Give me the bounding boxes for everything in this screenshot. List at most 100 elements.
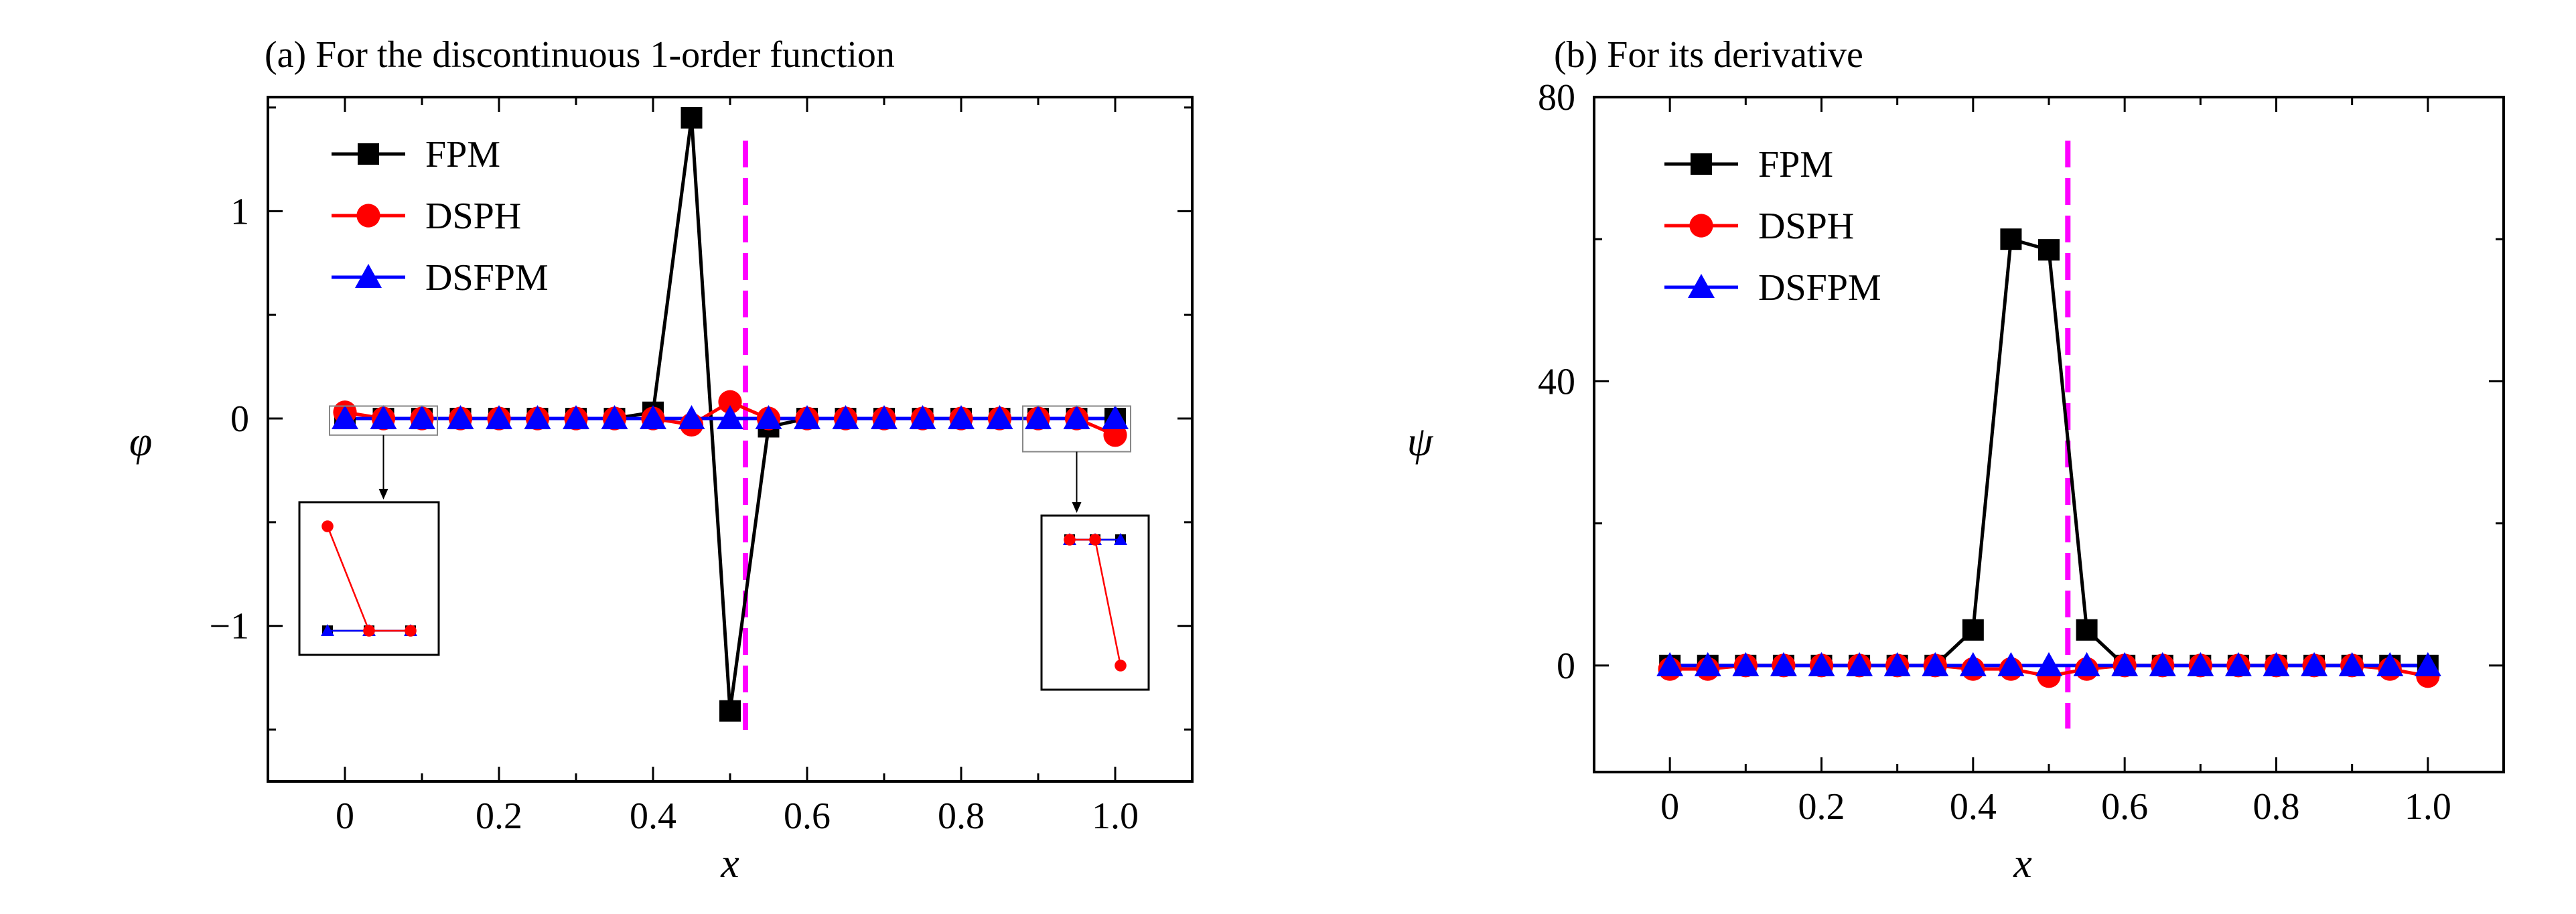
chart-a-point-dsfpm: [332, 405, 358, 430]
chart-a-legend-label-dsph: DSPH: [425, 196, 521, 237]
chart-a-inset-right-point-dsfpm: [1114, 533, 1127, 545]
chart-b-xtick-label: 0: [1660, 786, 1679, 828]
chart-b-ylabel: ψ: [1407, 419, 1434, 465]
chart-a-xtick-label: 0.8: [938, 795, 985, 837]
chart-b-point-fpm: [1962, 619, 1984, 641]
chart-b-point-dsfpm: [2376, 652, 2404, 676]
chart-a-point-dsph: [718, 390, 742, 414]
chart-a-insets: [298, 405, 1150, 691]
chart-b-point-dsfpm: [1694, 652, 1721, 676]
chart-panel-b: (b) For its derivative 0 0.2 0.4 0.6 0.8 1.00…: [1407, 34, 2505, 887]
chart-b-point-dsfpm: [2149, 652, 2176, 676]
chart-a-point-dsfpm: [909, 405, 936, 430]
chart-a-inset-arrowhead-left: [378, 489, 388, 500]
chart-b-point-dsfpm: [1732, 652, 1760, 676]
chart-a-point-dsfpm: [524, 405, 551, 430]
chart-b-legend-label-fpm: FPM: [1758, 144, 1833, 185]
chart-b-xtick-label: 0.8: [2253, 786, 2300, 828]
chart-b-point-dsfpm: [1656, 652, 1684, 676]
chart-a-xtick-label: 0.2: [476, 795, 522, 837]
chart-a-inset-right-point-dsph: [1115, 660, 1127, 672]
chart-a-point-fpm: [681, 106, 703, 129]
chart-b-legend: FPM DSPH DSFPM: [1664, 144, 1881, 309]
chart-a-xtick-label: 0: [336, 795, 354, 837]
chart-b-legend-label-dsfpm: DSFPM: [1758, 267, 1881, 309]
chart-b-legend-label-dsph: DSPH: [1758, 206, 1854, 247]
chart-b-point-dsfpm: [1997, 652, 2025, 676]
chart-b-xlabel: x: [2013, 841, 2032, 887]
chart-a-xtick-label: 0.4: [630, 795, 676, 837]
chart-a-point-dsfpm: [486, 405, 512, 430]
chart-b-point-dsfpm: [1883, 652, 1911, 676]
chart-a-point-dsfpm: [563, 405, 589, 430]
chart-b-point-dsfpm: [2111, 652, 2139, 676]
chart-a-inset-left-point-dsfpm: [321, 624, 334, 636]
chart-a-ytick-label: 0: [230, 398, 249, 440]
chart-a-xtick-label: 1.0: [1092, 795, 1139, 837]
chart-a-inset-left-point-dsph: [405, 625, 417, 637]
chart-a-legend-marker-dsph: [356, 204, 380, 228]
chart-a-point-dsfpm: [948, 405, 975, 430]
chart-b-point-dsfpm: [2035, 652, 2062, 676]
chart-b-ytick-label: 80: [1538, 77, 1575, 119]
chart-b-point-dsfpm: [1808, 652, 1835, 676]
chart-b-legend-marker-dsfpm: [1688, 274, 1715, 298]
chart-b-ytick-label: 0: [1557, 645, 1575, 687]
chart-a-point-fpm: [719, 700, 741, 722]
chart-b-point-dsfpm: [1922, 652, 1949, 676]
chart-b-title: (b) For its derivative: [1554, 34, 1863, 76]
chart-a-point-dsfpm: [370, 405, 397, 430]
chart-a-point-dsfpm: [447, 405, 474, 430]
chart-a-ticks: 0 0.2 0.4 0.6 0.8 1.0 −1 0 1: [209, 97, 1194, 837]
chart-b-xtick-label: 0.2: [1798, 786, 1845, 828]
chart-a-ytick-label: 1: [230, 191, 249, 232]
chart-b-ytick-label: 40: [1538, 361, 1575, 402]
chart-a-inset-right-point-dsph: [1064, 534, 1076, 546]
chart-a-point-dsfpm: [832, 405, 859, 430]
chart-a-point-dsfpm: [640, 405, 666, 430]
chart-a-ylabel: φ: [129, 419, 152, 465]
chart-a-inset-left-point-dsph: [363, 625, 375, 637]
chart-b-xtick-label: 1.0: [2405, 786, 2451, 828]
chart-b-ticks: 0 0.2 0.4 0.6 0.8 1.0 0 40 80: [1538, 77, 2505, 828]
chart-panel-a: (a) For the discontinuous 1-order functi…: [129, 34, 1194, 887]
chart-a-point-dsfpm: [1102, 405, 1129, 430]
chart-b-point-dsfpm: [1959, 652, 1987, 676]
chart-a-xtick-label: 0.6: [784, 795, 831, 837]
chart-b-point-dsfpm: [1846, 652, 1873, 676]
chart-a-point-dsfpm: [1025, 405, 1052, 430]
chart-b-point-dsfpm: [2414, 652, 2441, 676]
chart-b-point-dsfpm: [2224, 652, 2252, 676]
chart-b-point-dsfpm: [2301, 652, 2328, 676]
chart-b-xtick-label: 0.4: [1950, 786, 1997, 828]
chart-b-legend-marker-dsph: [1689, 214, 1713, 238]
chart-b-xtick-label: 0.6: [2101, 786, 2148, 828]
chart-b-point-fpm: [2000, 228, 2022, 250]
chart-a-point-dsfpm: [409, 405, 435, 430]
chart-b-point-dsfpm: [1770, 652, 1797, 676]
chart-b-point-fpm: [2076, 619, 2098, 641]
chart-a-point-dsfpm: [678, 405, 705, 430]
chart-a-title: (a) For the discontinuous 1-order functi…: [265, 34, 895, 76]
chart-a-inset-source-right: [1022, 405, 1131, 453]
chart-a-point-dsfpm: [755, 405, 782, 430]
chart-b-legend-marker-fpm: [1691, 153, 1712, 175]
chart-a-xlabel: x: [720, 841, 739, 887]
chart-b-point-dsfpm: [2338, 652, 2366, 676]
chart-a-inset-box-right: [1040, 514, 1150, 691]
chart-a-legend-marker-fpm: [358, 143, 379, 165]
chart-a-point-dsfpm: [717, 405, 743, 430]
chart-a-legend-label-dsfpm: DSFPM: [425, 257, 549, 299]
chart-b-point-dsfpm: [2187, 652, 2214, 676]
chart-a-legend: FPM DSPH DSFPM: [332, 134, 549, 299]
chart-a-point-dsfpm: [986, 405, 1013, 430]
chart-a-inset-right-point-dsph: [1089, 534, 1101, 546]
chart-b-point-fpm: [2038, 239, 2060, 261]
chart-a-legend-label-fpm: FPM: [425, 134, 500, 175]
chart-b-series: [1656, 228, 2441, 688]
chart-a-inset-arrowhead-right: [1072, 502, 1082, 513]
chart-b-point-dsfpm: [2073, 652, 2100, 676]
chart-a-point-dsfpm: [1063, 405, 1090, 430]
chart-a-inset-left-point-dsph: [321, 520, 334, 532]
